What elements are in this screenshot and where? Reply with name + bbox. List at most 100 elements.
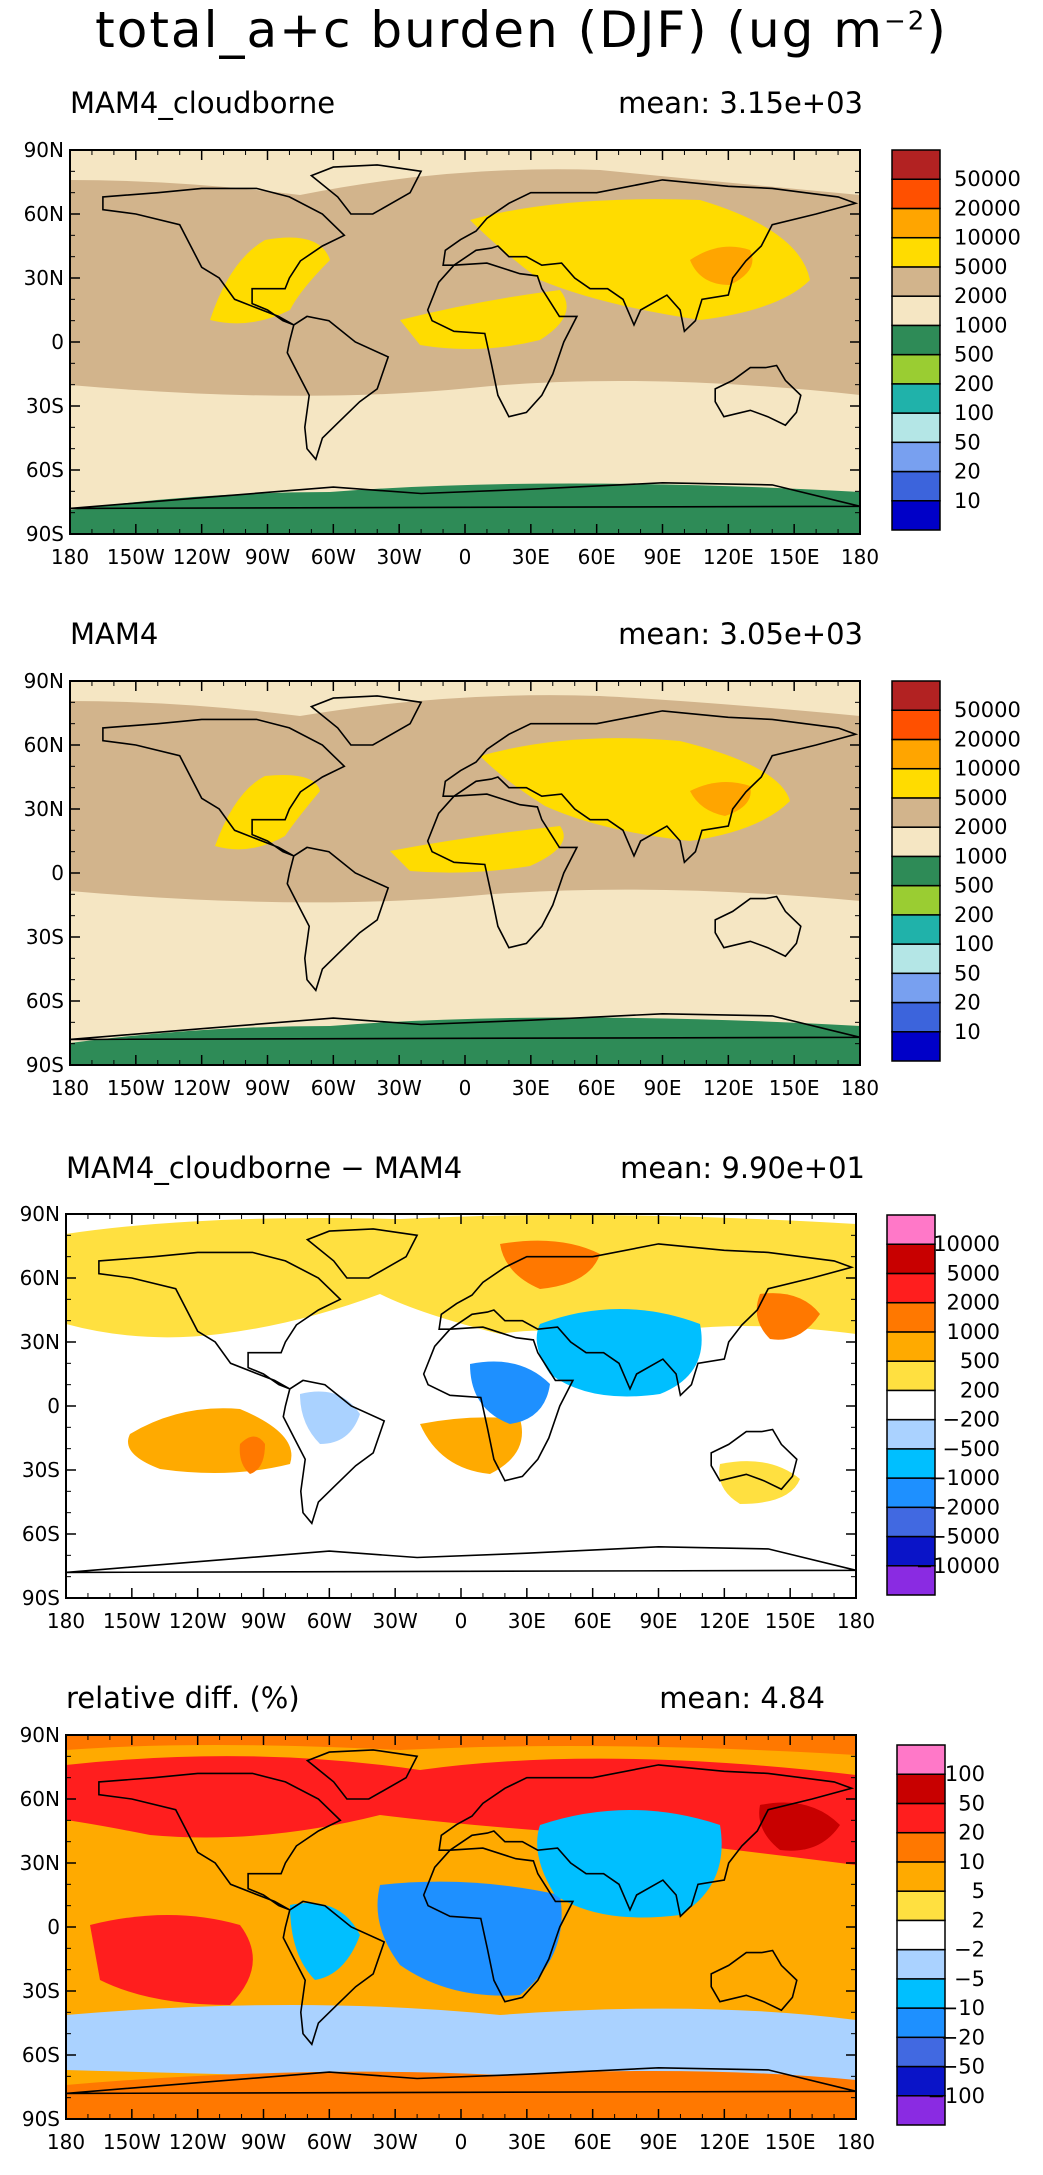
colorbar-label: 50 xyxy=(954,430,981,454)
colorbar-label: 20000 xyxy=(954,196,1021,220)
coastline-1 xyxy=(282,1900,386,2046)
colorbar-box xyxy=(891,972,941,1004)
colorbar-label: −5 xyxy=(954,1967,985,1991)
africa-negative-zone xyxy=(377,1881,562,1996)
lon-tick-label: 150E xyxy=(769,1076,820,1100)
colorbar-label: 50000 xyxy=(954,167,1021,191)
lon-tick-label: 150W xyxy=(107,1076,165,1100)
colorbar-label: 100 xyxy=(945,1762,985,1786)
lon-tick-label: 30W xyxy=(373,2130,418,2154)
colorbar-box xyxy=(896,1948,946,1980)
colorbar-label: 10 xyxy=(954,489,981,513)
coastline-4 xyxy=(710,1949,798,2012)
colorbar-label: −2000 xyxy=(929,1495,1000,1519)
colorbar-label: 5000 xyxy=(954,786,1007,810)
panel-1-map: 180 150W 120W 90W 60W 30W 0 30E 60E 90E 120E 150E 18… xyxy=(24,138,880,569)
lat-tick-label: 60N xyxy=(20,1266,60,1290)
colorbar-label: 10 xyxy=(958,1850,985,1874)
east-asia-strong-zone xyxy=(759,1802,840,1851)
colorbar-box xyxy=(896,2065,946,2097)
colorbar-box xyxy=(891,353,941,385)
panel-2-mean: mean: 3.05e+03 xyxy=(618,617,863,651)
lat-tick-label: 90N xyxy=(20,1723,60,1747)
lat-tick-label: 60S xyxy=(26,458,64,482)
lon-tick-label: 120W xyxy=(169,1609,227,1633)
colorbar-label: 200 xyxy=(954,903,994,927)
colorbar-label: 2 xyxy=(972,1908,985,1932)
lon-tick-label: 90E xyxy=(643,545,681,569)
colorbar-box xyxy=(891,884,941,916)
north-polar-zone xyxy=(70,150,860,195)
panel-3-mean: mean: 9.90e+01 xyxy=(620,1151,865,1185)
panel-3-axes: 180 150W 120W 90W 60W 30W 0 30E 60E 90E 120E 150E 18… xyxy=(20,1202,876,1633)
colorbar-box xyxy=(896,1773,946,1805)
panel-1-label: MAM4_cloudborne xyxy=(70,86,336,120)
colorbar-label: 1000 xyxy=(954,844,1007,868)
lat-tick-label: 90N xyxy=(20,1202,60,1226)
colorbar-box xyxy=(891,767,941,799)
lon-tick-label: 30E xyxy=(512,1076,550,1100)
lon-tick-label: 0 xyxy=(459,1076,472,1100)
colorbar-box xyxy=(891,266,941,297)
east-asia-peak-zone xyxy=(690,246,753,285)
panel-3-coastlines xyxy=(65,1228,857,1574)
panel-3-label: MAM4_cloudborne − MAM4 xyxy=(66,1151,463,1185)
australia-positive-zone xyxy=(719,1461,800,1504)
colorbar-label: −500 xyxy=(942,1437,1000,1461)
colorbar-box xyxy=(891,1001,941,1033)
americas-high-zone xyxy=(215,775,320,850)
lat-tick-label: 0 xyxy=(47,1394,60,1418)
north-positive-zone xyxy=(66,1215,856,1344)
colorbar-box xyxy=(886,1243,936,1275)
lon-tick-label: 30E xyxy=(512,545,550,569)
colorbar-box xyxy=(886,1389,936,1421)
lon-tick-label: 180 xyxy=(841,1076,879,1100)
lat-tick-label: 60N xyxy=(20,1787,60,1811)
lon-tick-label: 120E xyxy=(703,1076,754,1100)
coastline-1 xyxy=(286,315,390,461)
colorbar-box xyxy=(891,324,941,356)
lat-tick-label: 30N xyxy=(20,1851,60,1875)
coastline-0 xyxy=(102,718,346,857)
colorbar-label: 10000 xyxy=(933,1232,1000,1256)
colorbar-label: −200 xyxy=(942,1408,1000,1432)
lon-tick-label: 120W xyxy=(173,545,231,569)
coastline-3 xyxy=(442,710,859,864)
colorbar-box xyxy=(891,943,941,975)
colorbar-label: 5000 xyxy=(947,1261,1000,1285)
colorbar-label: 5000 xyxy=(954,255,1007,279)
coastline-5 xyxy=(309,164,423,215)
coastline-4 xyxy=(710,1428,798,1491)
coastline-0 xyxy=(98,1772,342,1911)
lon-tick-label: 60E xyxy=(574,2130,612,2154)
coastline-5 xyxy=(305,1228,419,1279)
colorbar-box xyxy=(891,500,941,531)
lat-tick-label: 30S xyxy=(26,394,64,418)
lon-tick-label: 180 xyxy=(837,2130,875,2154)
lon-tick-label: 90E xyxy=(639,2130,677,2154)
coastline-0 xyxy=(102,187,346,326)
coastline-2 xyxy=(426,793,579,949)
africa-negative-zone xyxy=(470,1361,550,1424)
colorbar-box xyxy=(896,1831,946,1863)
lon-tick-label: 150E xyxy=(765,2130,816,2154)
lat-tick-label: 0 xyxy=(51,861,64,885)
colorbar-label: 5 xyxy=(972,1879,985,1903)
coastline-1 xyxy=(286,846,390,992)
lon-tick-label: 90E xyxy=(643,1076,681,1100)
coastline-3 xyxy=(438,1243,855,1397)
panel-2-coastlines xyxy=(69,695,861,1041)
colorbar-label: 500 xyxy=(954,343,994,367)
lon-tick-label: 150W xyxy=(103,1609,161,1633)
coastline-6 xyxy=(69,481,861,510)
lat-tick-label: 90S xyxy=(26,1053,64,1077)
colorbar-label: 2000 xyxy=(947,1291,1000,1315)
lat-tick-label: 60S xyxy=(22,2043,60,2067)
colorbar-label: 2000 xyxy=(954,284,1007,308)
panel-3-colorbar: −10000 −5000 −2000 −1000 −500 −200 200 500 1000 2… xyxy=(886,1214,1000,1596)
panel-4-label: relative diff. (%) xyxy=(66,1681,300,1715)
colorbar-box xyxy=(896,2036,946,2068)
colorbar-box xyxy=(891,1031,941,1062)
colorbar-box xyxy=(891,383,941,414)
colorbar-label: 20000 xyxy=(954,727,1021,751)
